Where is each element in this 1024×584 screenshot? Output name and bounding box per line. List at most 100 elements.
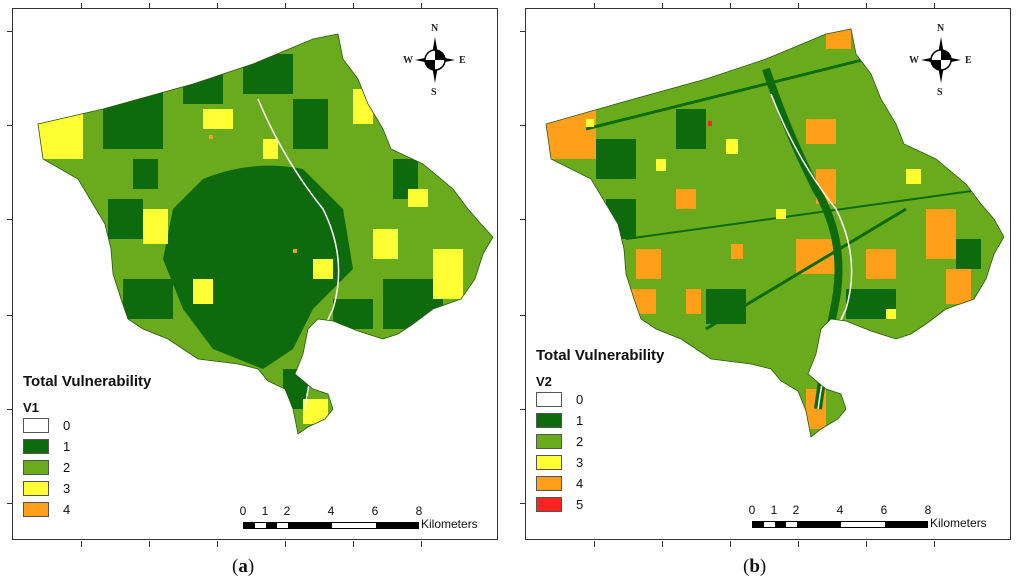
frame-tick (798, 3, 799, 9)
scale-bar: 0 1 2 4 6 8 Kilometers (239, 504, 493, 534)
frame-tick (285, 3, 286, 9)
frame-tick (7, 315, 13, 316)
legend-item: 2 (536, 431, 664, 452)
legend-item: 5 (536, 494, 664, 515)
legend-swatch (23, 460, 49, 475)
legend-swatch (536, 455, 562, 470)
frame-tick (798, 541, 799, 547)
scale-tick: 6 (371, 504, 379, 518)
frame-tick (7, 125, 13, 126)
legend-value: 1 (63, 439, 71, 454)
frame-tick (730, 541, 731, 547)
legend-value: 1 (576, 413, 584, 428)
legend-item: 4 (23, 499, 151, 520)
north-arrow-icon: N W E S (403, 23, 467, 99)
frame-tick (520, 219, 526, 220)
legend-items: 0 1 2 3 4 5 (536, 389, 664, 515)
frame-tick (353, 3, 354, 9)
frame-tick (149, 3, 150, 9)
scale-unit-label: Kilometers (930, 516, 987, 530)
scale-tick: 4 (836, 503, 844, 517)
legend-swatch (536, 392, 562, 407)
legend-subtitle: V2 (536, 374, 552, 389)
legend-item: 0 (23, 415, 151, 436)
compass-south-label: S (431, 87, 437, 98)
scale-tick: 6 (880, 503, 888, 517)
legend-swatch (536, 413, 562, 428)
frame-tick (421, 3, 422, 9)
scale-tick: 0 (239, 504, 247, 518)
frame-tick (934, 3, 935, 9)
frame-tick (285, 541, 286, 547)
compass-west-label: W (403, 55, 413, 66)
legend-item: 4 (536, 473, 664, 494)
legend-value: 2 (63, 460, 71, 475)
legend-value: 0 (576, 392, 584, 407)
frame-tick (149, 541, 150, 547)
frame-tick (353, 541, 354, 547)
legend-item: 1 (536, 410, 664, 431)
compass-north-label: N (431, 23, 439, 34)
scale-unit-label: Kilometers (421, 517, 478, 531)
frame-tick (421, 541, 422, 547)
legend-item: 1 (23, 436, 151, 457)
frame-tick (866, 3, 867, 9)
caption-a: (a) (232, 556, 255, 577)
frame-tick (217, 541, 218, 547)
legend-subtitle: V1 (23, 400, 39, 415)
frame-tick (217, 3, 218, 9)
frame-tick (662, 541, 663, 547)
frame-tick (934, 541, 935, 547)
legend-value: 4 (63, 502, 71, 517)
scale-tick: 2 (283, 504, 291, 518)
scale-tick: 1 (261, 504, 269, 518)
frame-tick (81, 541, 82, 547)
legend-items: 0 1 2 3 4 (23, 415, 151, 520)
legend-value: 3 (63, 481, 71, 496)
frame-tick (7, 503, 13, 504)
north-arrow-icon: N W E S (909, 23, 973, 99)
vulnerability-map-v1 (37, 33, 494, 435)
frame-tick (594, 3, 595, 9)
legend-panel-a: Total Vulnerability V1 0 1 2 3 4 (23, 373, 151, 520)
frame-tick (730, 3, 731, 9)
legend-title: Total Vulnerability (23, 373, 152, 390)
legend-item: 3 (536, 452, 664, 473)
legend-swatch (536, 476, 562, 491)
legend-swatch (23, 481, 49, 496)
frame-tick (866, 541, 867, 547)
legend-swatch (23, 502, 49, 517)
compass-north-label: N (937, 23, 945, 34)
legend-value: 5 (576, 497, 584, 512)
scale-bar: 0 1 2 4 6 8 Kilometers (749, 503, 1002, 533)
frame-tick (520, 503, 526, 504)
scale-tick: 8 (924, 503, 932, 517)
legend-swatch (23, 418, 49, 433)
legend-value: 2 (576, 434, 584, 449)
frame-tick (662, 3, 663, 9)
scale-tick: 2 (792, 503, 800, 517)
legend-swatch (536, 434, 562, 449)
frame-tick (7, 219, 13, 220)
frame-tick (594, 541, 595, 547)
legend-item: 2 (23, 457, 151, 478)
vulnerability-map-v2 (545, 28, 1005, 438)
legend-swatch (536, 497, 562, 512)
frame-tick (520, 409, 526, 410)
frame-tick (81, 3, 82, 9)
compass-west-label: W (909, 55, 919, 66)
frame-tick (7, 31, 13, 32)
compass-south-label: S (937, 87, 943, 98)
legend-value: 3 (576, 455, 584, 470)
frame-tick (520, 125, 526, 126)
frame-tick (520, 315, 526, 316)
compass-east-label: E (459, 55, 466, 66)
legend-item: 0 (536, 389, 664, 410)
legend-value: 0 (63, 418, 71, 433)
legend-panel-b: Total Vulnerability V2 0 1 2 3 4 5 (536, 347, 664, 515)
compass-east-label: E (965, 55, 972, 66)
frame-tick (7, 409, 13, 410)
legend-item: 3 (23, 478, 151, 499)
